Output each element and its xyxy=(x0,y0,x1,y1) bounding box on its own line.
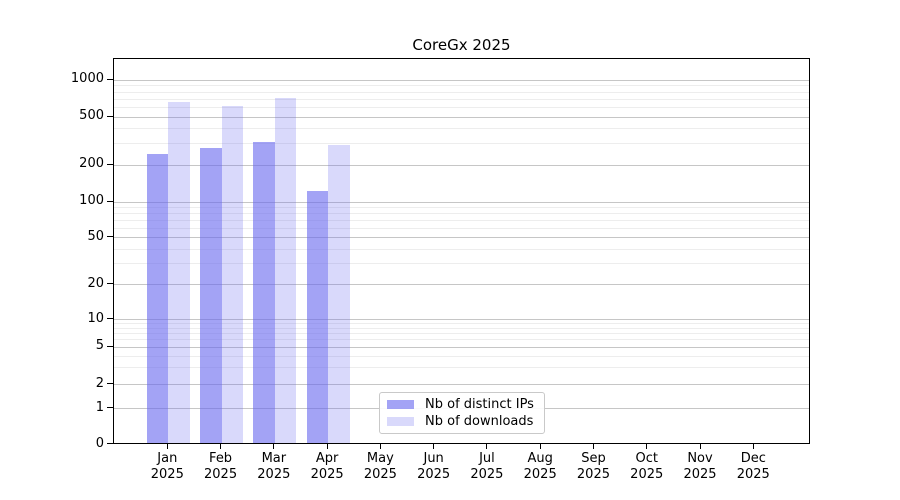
legend-label: Nb of distinct IPs xyxy=(425,396,534,412)
chart-title: CoreGx 2025 xyxy=(412,36,511,54)
y-tick-mark xyxy=(107,200,113,202)
gridline-minor xyxy=(114,143,809,145)
gridline-minor xyxy=(114,98,809,100)
x-tick-label-may: May 2025 xyxy=(363,451,397,482)
y-tick-label: 50 xyxy=(87,228,104,244)
gridline-minor xyxy=(114,212,809,214)
y-tick-mark xyxy=(107,383,113,384)
gridline-minor xyxy=(114,323,809,325)
y-tick-mark xyxy=(107,407,113,408)
y-tick-label: 10 xyxy=(87,310,104,326)
y-tick-label: 100 xyxy=(79,193,104,208)
x-tick-mark xyxy=(592,444,594,449)
x-tick-mark xyxy=(273,444,275,449)
x-tick-label-jan: Jan 2025 xyxy=(150,451,184,482)
gridline-minor xyxy=(114,219,809,221)
x-tick-label-mar: Mar 2025 xyxy=(257,451,291,482)
x-tick-label-aug: Aug 2025 xyxy=(523,451,557,482)
gridline-major xyxy=(114,319,809,320)
y-tick-mark xyxy=(107,78,113,80)
y-tick-mark xyxy=(107,236,113,238)
gridline-major xyxy=(114,384,809,385)
bar-distinct-ips-feb xyxy=(200,147,222,443)
gridline-major xyxy=(114,164,809,166)
y-tick-label: 1000 xyxy=(70,71,104,87)
x-tick-label-jul: Jul 2025 xyxy=(470,451,504,482)
legend-swatch-downloads xyxy=(387,417,414,427)
gridline-minor xyxy=(114,206,809,208)
y-tick-label: 2 xyxy=(95,375,104,391)
legend-item-downloads: Nb of downloads xyxy=(380,413,544,430)
gridline-minor xyxy=(114,263,809,265)
gridline-major xyxy=(114,284,809,285)
gridline-major xyxy=(114,237,809,239)
y-tick-mark xyxy=(107,163,113,165)
x-tick-mark xyxy=(326,444,328,449)
x-tick-mark xyxy=(539,444,541,449)
y-tick-label: 0 xyxy=(95,435,104,451)
gridline-major xyxy=(114,346,809,348)
bar-distinct-ips-mar xyxy=(253,142,275,443)
x-tick-mark xyxy=(433,444,435,449)
gridline-minor xyxy=(114,327,809,329)
gridline-minor xyxy=(114,91,809,93)
gridline-minor xyxy=(114,227,809,229)
legend-swatch-distinct-ips xyxy=(387,399,414,409)
y-tick-label: 1 xyxy=(95,399,104,415)
x-tick-mark xyxy=(486,444,488,449)
gridline-major xyxy=(114,116,809,118)
bar-downloads-apr xyxy=(328,145,350,443)
x-tick-mark xyxy=(699,444,701,449)
y-tick-mark xyxy=(107,443,113,444)
gridline-minor xyxy=(114,355,809,357)
x-tick-mark xyxy=(220,444,222,449)
x-tick-label-oct: Oct 2025 xyxy=(630,451,664,482)
legend-item-distinct-ips: Nb of distinct IPs xyxy=(380,396,544,413)
bar-downloads-mar xyxy=(274,98,297,443)
x-tick-mark xyxy=(752,444,754,449)
bar-distinct-ips-jan xyxy=(146,154,169,443)
y-tick-label: 20 xyxy=(87,275,104,291)
bar-distinct-ips-apr xyxy=(306,190,329,443)
x-tick-label-nov: Nov 2025 xyxy=(683,451,717,482)
bar-downloads-jan xyxy=(168,101,190,443)
gridline-minor xyxy=(114,248,809,250)
y-tick-mark xyxy=(107,345,113,347)
y-tick-label: 5 xyxy=(95,338,104,353)
gridline-minor xyxy=(114,128,809,130)
x-tick-label-feb: Feb 2025 xyxy=(204,451,238,482)
gridline-minor xyxy=(114,333,809,335)
y-tick-mark xyxy=(107,115,113,117)
y-tick-label: 200 xyxy=(79,156,104,172)
x-tick-label-apr: Apr 2025 xyxy=(310,451,344,482)
gridline-minor xyxy=(114,106,809,108)
gridline-minor xyxy=(114,339,809,341)
legend-label: Nb of downloads xyxy=(425,414,534,430)
x-tick-mark xyxy=(379,444,381,449)
bar-downloads-feb xyxy=(221,105,243,443)
x-tick-label-dec: Dec 2025 xyxy=(736,451,770,482)
gridline-minor xyxy=(114,367,809,369)
x-tick-mark xyxy=(166,444,168,449)
y-tick-label: 500 xyxy=(79,108,104,123)
gridline-minor xyxy=(114,85,809,87)
y-tick-mark xyxy=(107,283,113,284)
gridline-major xyxy=(114,79,809,81)
x-tick-label-jun: Jun 2025 xyxy=(417,451,451,482)
y-tick-mark xyxy=(107,318,113,319)
gridline-major xyxy=(114,201,809,203)
x-tick-mark xyxy=(646,444,648,449)
legend: Nb of distinct IPs Nb of downloads xyxy=(379,392,545,434)
plot-area xyxy=(113,58,810,444)
x-tick-label-sep: Sep 2025 xyxy=(576,451,610,482)
